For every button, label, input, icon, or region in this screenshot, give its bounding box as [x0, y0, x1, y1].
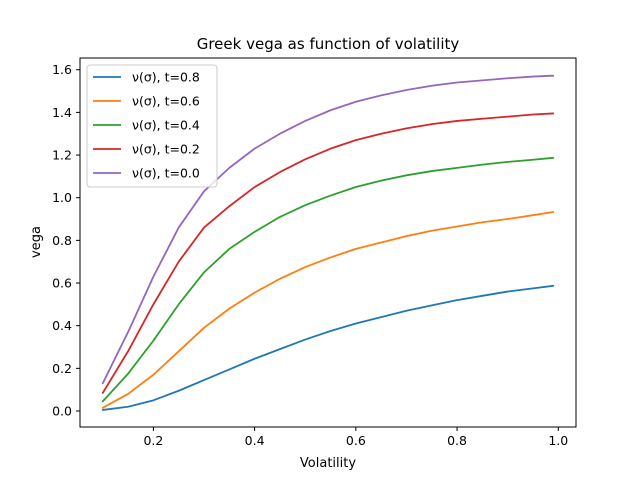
y-tick-label: 0.0	[52, 404, 72, 419]
series-line-4	[101, 74, 555, 385]
y-axis: 0.0 0.2 0.4 0.6 0.8 1.0 1.2 1.4 1.6	[52, 62, 80, 419]
legend: ν(σ), t=0.8 ν(σ), t=0.6 ν(σ), t=0.4 ν(σ), t…	[86, 64, 218, 188]
x-tick-label: 0.8	[447, 433, 467, 448]
x-tick-label: 0.2	[143, 433, 163, 448]
x-tick-label: 0.6	[346, 433, 366, 448]
y-tick-label: 0.6	[52, 276, 72, 291]
legend-box	[86, 64, 218, 188]
series-line-2	[101, 156, 555, 403]
y-axis-label: vega	[29, 226, 44, 258]
legend-label-3: ν(σ), t=0.2	[132, 142, 200, 157]
series-line-0	[101, 284, 555, 411]
y-tick-label: 0.4	[52, 318, 72, 333]
y-tick-label: 1.6	[52, 62, 72, 77]
y-tick-label: 1.4	[52, 105, 72, 120]
x-axis-label: Volatility	[300, 456, 356, 471]
plot-area	[101, 74, 555, 411]
axes-frame	[79, 57, 577, 428]
x-tick-label: 1.0	[548, 433, 568, 448]
series-line-1	[101, 211, 555, 409]
y-tick-label: 0.2	[52, 361, 72, 376]
legend-label-1: ν(σ), t=0.6	[132, 94, 200, 109]
x-tick-label: 0.4	[245, 433, 265, 448]
legend-label-4: ν(σ), t=0.0	[132, 166, 200, 181]
y-tick-label: 0.8	[52, 233, 72, 248]
chart-title: Greek vega as function of volatility	[197, 35, 460, 53]
series-line-3	[101, 112, 555, 394]
legend-label-0: ν(σ), t=0.8	[132, 70, 200, 85]
legend-label-2: ν(σ), t=0.4	[132, 118, 200, 133]
y-tick-label: 1.2	[52, 148, 72, 163]
y-tick-label: 1.0	[52, 190, 72, 205]
x-axis: 0.2 0.4 0.6 0.8 1.0	[143, 427, 568, 448]
